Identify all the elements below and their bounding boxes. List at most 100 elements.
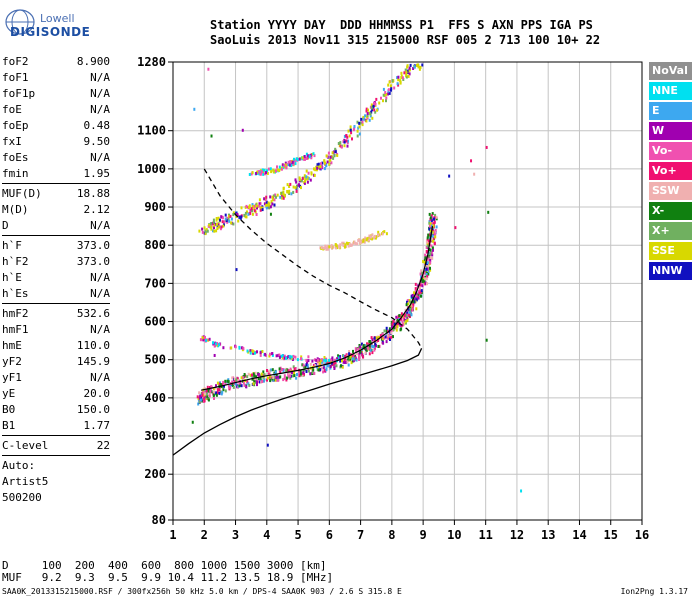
- echo-point: [283, 356, 286, 360]
- plot-frame: [172, 61, 643, 521]
- echo-point: [342, 140, 345, 143]
- echo-point: [405, 73, 408, 77]
- echo-point: [204, 392, 207, 396]
- echo-point: [275, 354, 278, 358]
- echo-point: [406, 314, 409, 318]
- echo-point: [282, 369, 285, 373]
- echo-point: [296, 373, 298, 376]
- echo-point: [296, 358, 299, 362]
- echo-point: [407, 74, 410, 78]
- echo-point: [415, 307, 418, 311]
- param-label: MUF(D): [2, 187, 42, 200]
- echo-point: [279, 375, 282, 379]
- param-value: 0.48: [83, 119, 111, 132]
- echo-point: [381, 232, 384, 236]
- echo-point: [350, 131, 353, 135]
- param-label: foEs: [2, 151, 29, 164]
- echo-point: [321, 360, 324, 364]
- echo-point: [240, 346, 243, 350]
- echo-point: [328, 364, 331, 368]
- echo-point: [298, 374, 301, 378]
- echo-point: [292, 162, 295, 166]
- legend: NoVal NNE E W Vo- Vo+ SSW X- X+ SSE NNW: [649, 62, 692, 282]
- echo-point: [420, 294, 422, 298]
- echo-point: [429, 222, 432, 226]
- echo-point: [374, 236, 377, 240]
- echo-point: [305, 152, 308, 156]
- echo-point: [316, 166, 319, 170]
- echo-point: [261, 208, 264, 212]
- echo-point: [367, 108, 369, 112]
- echo-point: [258, 202, 261, 206]
- echo-point: [323, 358, 326, 362]
- echo-point: [263, 197, 266, 201]
- echo-point: [333, 367, 336, 370]
- echo-point: [205, 389, 208, 393]
- param-label: yF1: [2, 371, 22, 384]
- echo-point: [284, 163, 287, 167]
- echo-point: [343, 245, 346, 249]
- echo-point: [294, 367, 297, 370]
- echo-point: [334, 150, 337, 154]
- echo-point: [224, 217, 227, 221]
- echo-point: [226, 216, 229, 220]
- echo-point: [294, 178, 297, 182]
- echo-point: [247, 212, 250, 216]
- echo-point: [407, 307, 410, 311]
- echo-point: [283, 376, 286, 380]
- echo-point: [354, 347, 357, 351]
- legend-item: X-: [649, 202, 692, 220]
- x-tick-label: 12: [510, 528, 524, 542]
- echo-point: [271, 352, 274, 356]
- echo-point: [272, 194, 275, 198]
- param-value: 1.77: [83, 419, 111, 432]
- echo-point: [253, 379, 256, 383]
- echo-point: [360, 117, 363, 121]
- echo-point: [244, 211, 247, 215]
- param-group-5: C-level 22: [2, 438, 110, 454]
- echo-point: [216, 227, 219, 230]
- param-value: 18.88: [76, 187, 110, 200]
- echo-point: [426, 261, 429, 265]
- echo-point: [349, 357, 352, 361]
- echo-point: [228, 215, 230, 218]
- echo-point: [256, 380, 258, 384]
- echo-point: [425, 267, 428, 271]
- echo-point: [350, 361, 353, 365]
- echo-point: [337, 142, 340, 145]
- echo-point: [223, 384, 225, 388]
- echo-point: [318, 358, 321, 362]
- echo-point: [224, 379, 227, 383]
- echo-point: [319, 368, 322, 372]
- echo-point: [387, 88, 390, 92]
- echo-point: [290, 163, 293, 166]
- echo-point: [267, 376, 269, 380]
- echo-point: [213, 223, 216, 227]
- echo-point: [428, 254, 431, 258]
- param-group-2: MUF(D) 18.88 M(D) 2.12 D N/A: [2, 186, 110, 234]
- echo-point: [248, 173, 251, 176]
- echo-point: [412, 300, 415, 304]
- echo-point: [223, 220, 226, 224]
- echo-point: [434, 228, 437, 232]
- echo-point: [255, 204, 258, 208]
- echo-point: [249, 211, 252, 215]
- echo-point: [279, 195, 282, 199]
- echo-point: [431, 253, 434, 257]
- echo-point: [324, 246, 327, 250]
- echo-point: [303, 155, 306, 158]
- echo-point: [347, 129, 350, 133]
- echo-point: [358, 238, 361, 242]
- echo-point: [212, 341, 214, 345]
- echo-point: [227, 380, 230, 384]
- echo-point: [374, 102, 377, 106]
- param-value: 373.0: [76, 255, 110, 268]
- param-row: B1 1.77: [2, 418, 110, 434]
- echo-point: [230, 221, 233, 225]
- muf-table: D 100 200 400 600 800 1000 1500 3000 [km…: [2, 560, 333, 584]
- echo-point: [231, 384, 234, 387]
- echo-point: [312, 363, 315, 367]
- echo-point: [230, 217, 233, 221]
- x-tick-label: 2: [201, 528, 208, 542]
- echo-point: [222, 388, 225, 392]
